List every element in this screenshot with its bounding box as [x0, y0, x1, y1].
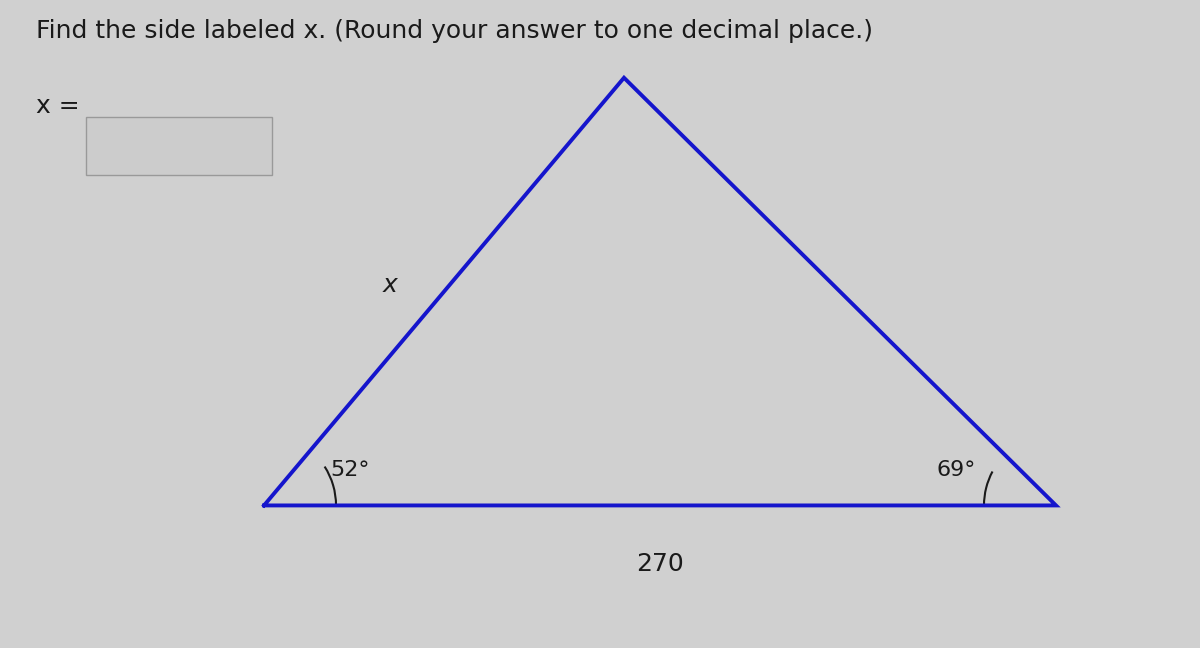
Text: 52°: 52°	[330, 460, 370, 480]
Text: 270: 270	[636, 551, 684, 576]
FancyBboxPatch shape	[86, 117, 272, 175]
Text: Find the side labeled x. (Round your answer to one decimal place.): Find the side labeled x. (Round your ans…	[36, 19, 874, 43]
Text: x =: x =	[36, 94, 79, 118]
Text: x: x	[383, 273, 397, 297]
Text: 69°: 69°	[936, 460, 976, 480]
